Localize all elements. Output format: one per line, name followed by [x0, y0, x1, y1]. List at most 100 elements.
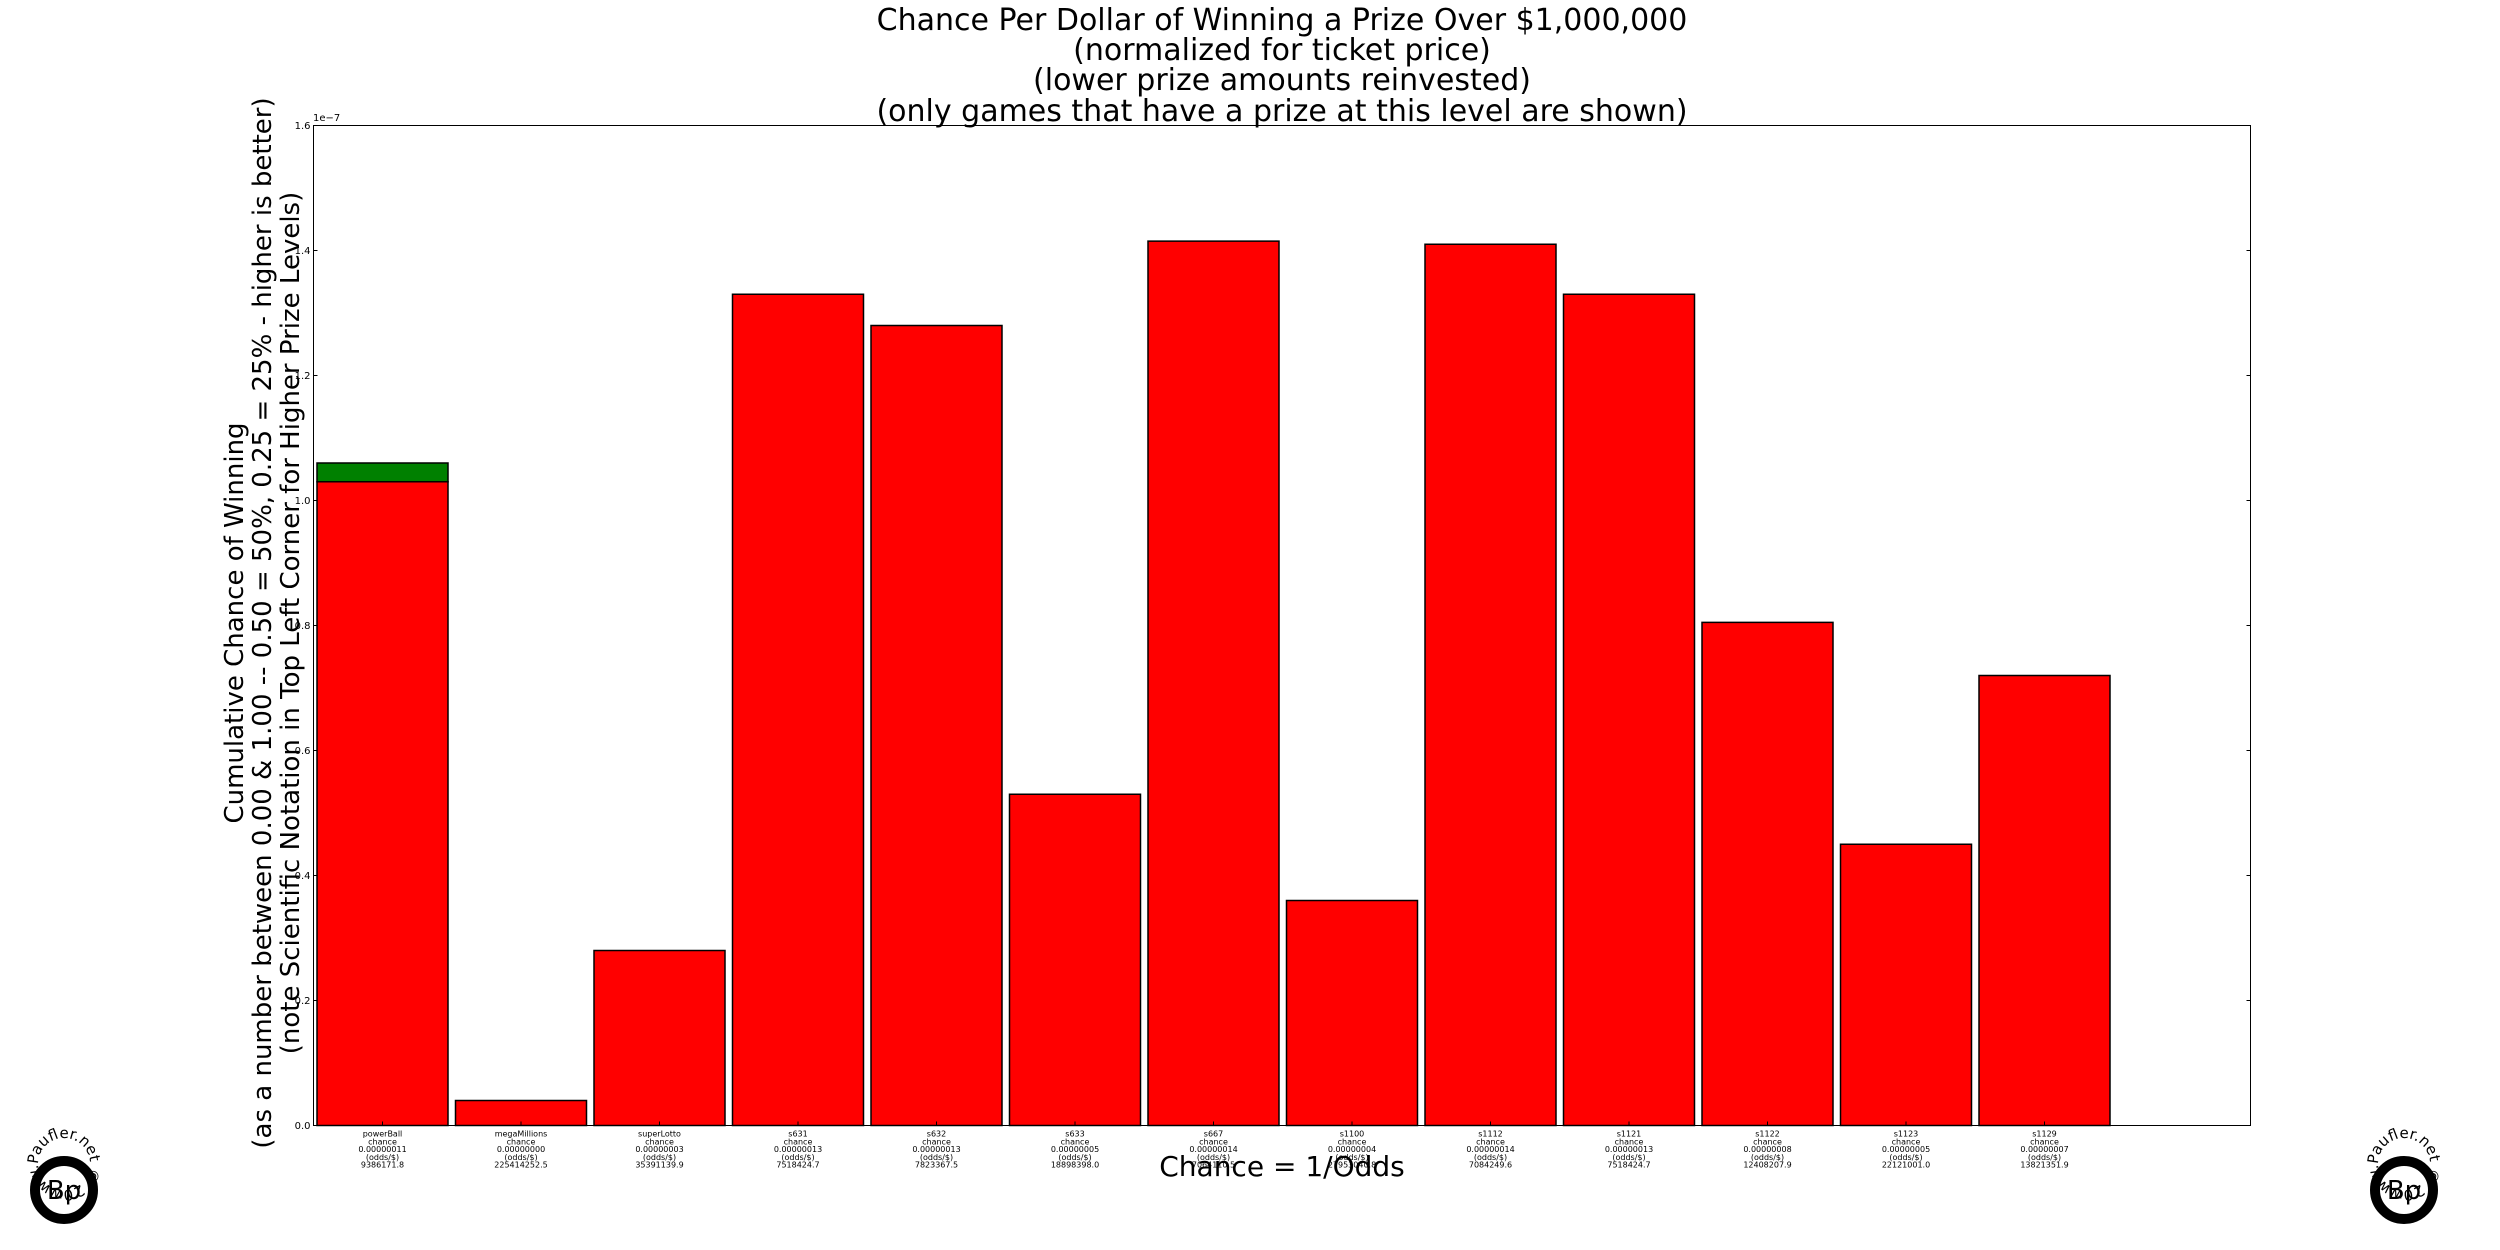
- category-label-line: 0.00000014: [1466, 1145, 1514, 1154]
- category-label-line: 225414252.5: [494, 1161, 547, 1170]
- category-label-line: megaMillions: [495, 1130, 548, 1139]
- category-label-line: 0.00000014: [1189, 1145, 1237, 1154]
- category-label-line: s1112: [1478, 1130, 1503, 1139]
- category-label-line: chance: [1892, 1137, 1921, 1146]
- category-label-line: (odds/$): [643, 1153, 676, 1162]
- y-axis-label-line-2: (as a number between 0.00 & 1.00 -- 0.50…: [248, 97, 278, 1148]
- bar-s633: [1008, 793, 1142, 1127]
- y-ticks-layer: 0.0 0.2 0.4 0.6 0.8 1.0 1.2 1.4 1.6: [295, 121, 2251, 1132]
- category-label-line: (odds/$): [1889, 1153, 1922, 1162]
- category-label-line: (odds/$): [366, 1153, 399, 1162]
- logo-ring-text: www.Paufler.net © 2014 © Brett Paufler ©: [0, 0, 104, 1204]
- bar-powerBall: [316, 481, 449, 1127]
- category-label-line: chance: [1338, 1137, 1367, 1146]
- category-label-line: s631: [788, 1130, 807, 1139]
- title-line-4: (only games that have a prize at this le…: [876, 94, 1687, 129]
- category-label-line: superLotto: [638, 1130, 681, 1139]
- category-label-line: s1123: [1894, 1130, 1919, 1139]
- logo-ring: [2370, 1156, 2438, 1224]
- category-label-line: s667: [1204, 1130, 1223, 1139]
- bar-s667: [1147, 240, 1280, 1127]
- category-label-line: s632: [927, 1130, 946, 1139]
- category-label-line: s633: [1065, 1130, 1084, 1139]
- category-label-line: (odds/$): [781, 1153, 814, 1162]
- category-label-line: (odds/$): [1612, 1153, 1645, 1162]
- category-label-line: 13821351.9: [2020, 1161, 2068, 1170]
- category-label-line: powerBall: [363, 1130, 403, 1139]
- bar-s1122: [1701, 621, 1834, 1127]
- y-tick-label: 0.2: [295, 996, 311, 1007]
- logo-monogram: Bp: [2387, 1176, 2421, 1206]
- category-label-line: 7518424.7: [776, 1161, 819, 1170]
- category-label-line: 22121001.0: [1882, 1161, 1930, 1170]
- bar-s1100: [1285, 899, 1419, 1127]
- bar-s632: [870, 324, 1003, 1127]
- plot-frame: [313, 125, 2251, 1126]
- logo-ring-textpath: www.Paufler.net © 2014 © Brett Paufler ©: [0, 0, 104, 1204]
- logo-monogram: Bp: [47, 1176, 81, 1206]
- category-label-line: chance: [1753, 1137, 1782, 1146]
- category-label-line: chance: [1199, 1137, 1228, 1146]
- bar-superLotto: [593, 949, 726, 1127]
- category-label-line: 27953040.8: [1328, 1161, 1376, 1170]
- bars-layer: [316, 240, 2111, 1127]
- category-label-line: s1121: [1617, 1130, 1642, 1139]
- category-label-line: s1122: [1755, 1130, 1780, 1139]
- category-label-line: chance: [368, 1137, 397, 1146]
- category-label-line: (odds/$): [504, 1153, 537, 1162]
- category-label-line: chance: [645, 1137, 674, 1146]
- y-tick-label: 1.0: [295, 496, 311, 507]
- bar-megaMillions: [454, 1099, 588, 1127]
- category-label-line: 12408207.9: [1743, 1161, 1791, 1170]
- category-label-line: 0.00000013: [774, 1145, 822, 1154]
- y-tick-label: 0.6: [295, 746, 311, 757]
- category-label-line: 9386171.8: [361, 1161, 404, 1170]
- y-axis-label-line-3: (note Scientific Notation in Top Left Co…: [276, 192, 306, 1054]
- title-line-3: (lower prize amounts reinvested): [1033, 63, 1531, 98]
- bar-s1129: [1978, 674, 2111, 1127]
- category-label-line: 7823367.5: [915, 1161, 958, 1170]
- category-label-line: chance: [1061, 1137, 1090, 1146]
- bar-s1112: [1424, 243, 1557, 1127]
- category-label-line: 0.00000005: [1051, 1145, 1099, 1154]
- category-label-line: s1100: [1340, 1130, 1365, 1139]
- bar-extra-powerBall: [316, 462, 449, 483]
- category-label-line: 0.00000013: [1605, 1145, 1653, 1154]
- category-label-line: s1129: [2032, 1130, 2057, 1139]
- category-label-line: chance: [922, 1137, 951, 1146]
- y-tick-label: 1.4: [295, 246, 311, 257]
- y-axis-label: Cumulative Chance of Winning (as a numbe…: [220, 97, 306, 1148]
- y-tick-label: 1.6: [295, 121, 311, 132]
- category-label-line: (odds/$): [1058, 1153, 1091, 1162]
- bar-s1121: [1562, 293, 1696, 1127]
- y-tick-label: 0.4: [295, 871, 311, 882]
- y-tick-label: 0.8: [295, 621, 311, 632]
- category-label-line: 0.00000003: [635, 1145, 683, 1154]
- bar-s631: [731, 293, 865, 1127]
- category-label-line: 7064110.5: [1192, 1161, 1235, 1170]
- y-axis-scale-offset: 1e−7: [313, 113, 340, 124]
- y-tick-label: 0.0: [295, 1121, 311, 1132]
- category-label-line: 0.00000005: [1882, 1145, 1930, 1154]
- category-label-line: chance: [784, 1137, 813, 1146]
- category-label-line: (odds/$): [1197, 1153, 1230, 1162]
- logo-left: Bp www.Paufler.net © 2014 © Brett Paufle…: [0, 0, 104, 1224]
- category-label-line: 18898398.0: [1051, 1161, 1099, 1170]
- category-label-line: 0.00000004: [1328, 1145, 1376, 1154]
- category-label-line: chance: [2030, 1137, 2059, 1146]
- category-label-line: chance: [1476, 1137, 1505, 1146]
- category-label-line: 0.00000008: [1743, 1145, 1791, 1154]
- category-label-line: 0.00000007: [2020, 1145, 2068, 1154]
- category-label-line: (odds/$): [920, 1153, 953, 1162]
- bar-s1123: [1839, 843, 1973, 1127]
- category-label-line: (odds/$): [1335, 1153, 1368, 1162]
- logo-ring: [30, 1156, 98, 1224]
- category-label-line: 0.00000000: [497, 1145, 545, 1154]
- category-label-line: chance: [1615, 1137, 1644, 1146]
- category-label-line: 7084249.6: [1469, 1161, 1512, 1170]
- y-axis-label-line-1: Cumulative Chance of Winning: [220, 422, 250, 823]
- title-line-1: Chance Per Dollar of Winning a Prize Ove…: [877, 3, 1688, 38]
- category-label-line: (odds/$): [2028, 1153, 2061, 1162]
- category-label-line: 0.00000013: [912, 1145, 960, 1154]
